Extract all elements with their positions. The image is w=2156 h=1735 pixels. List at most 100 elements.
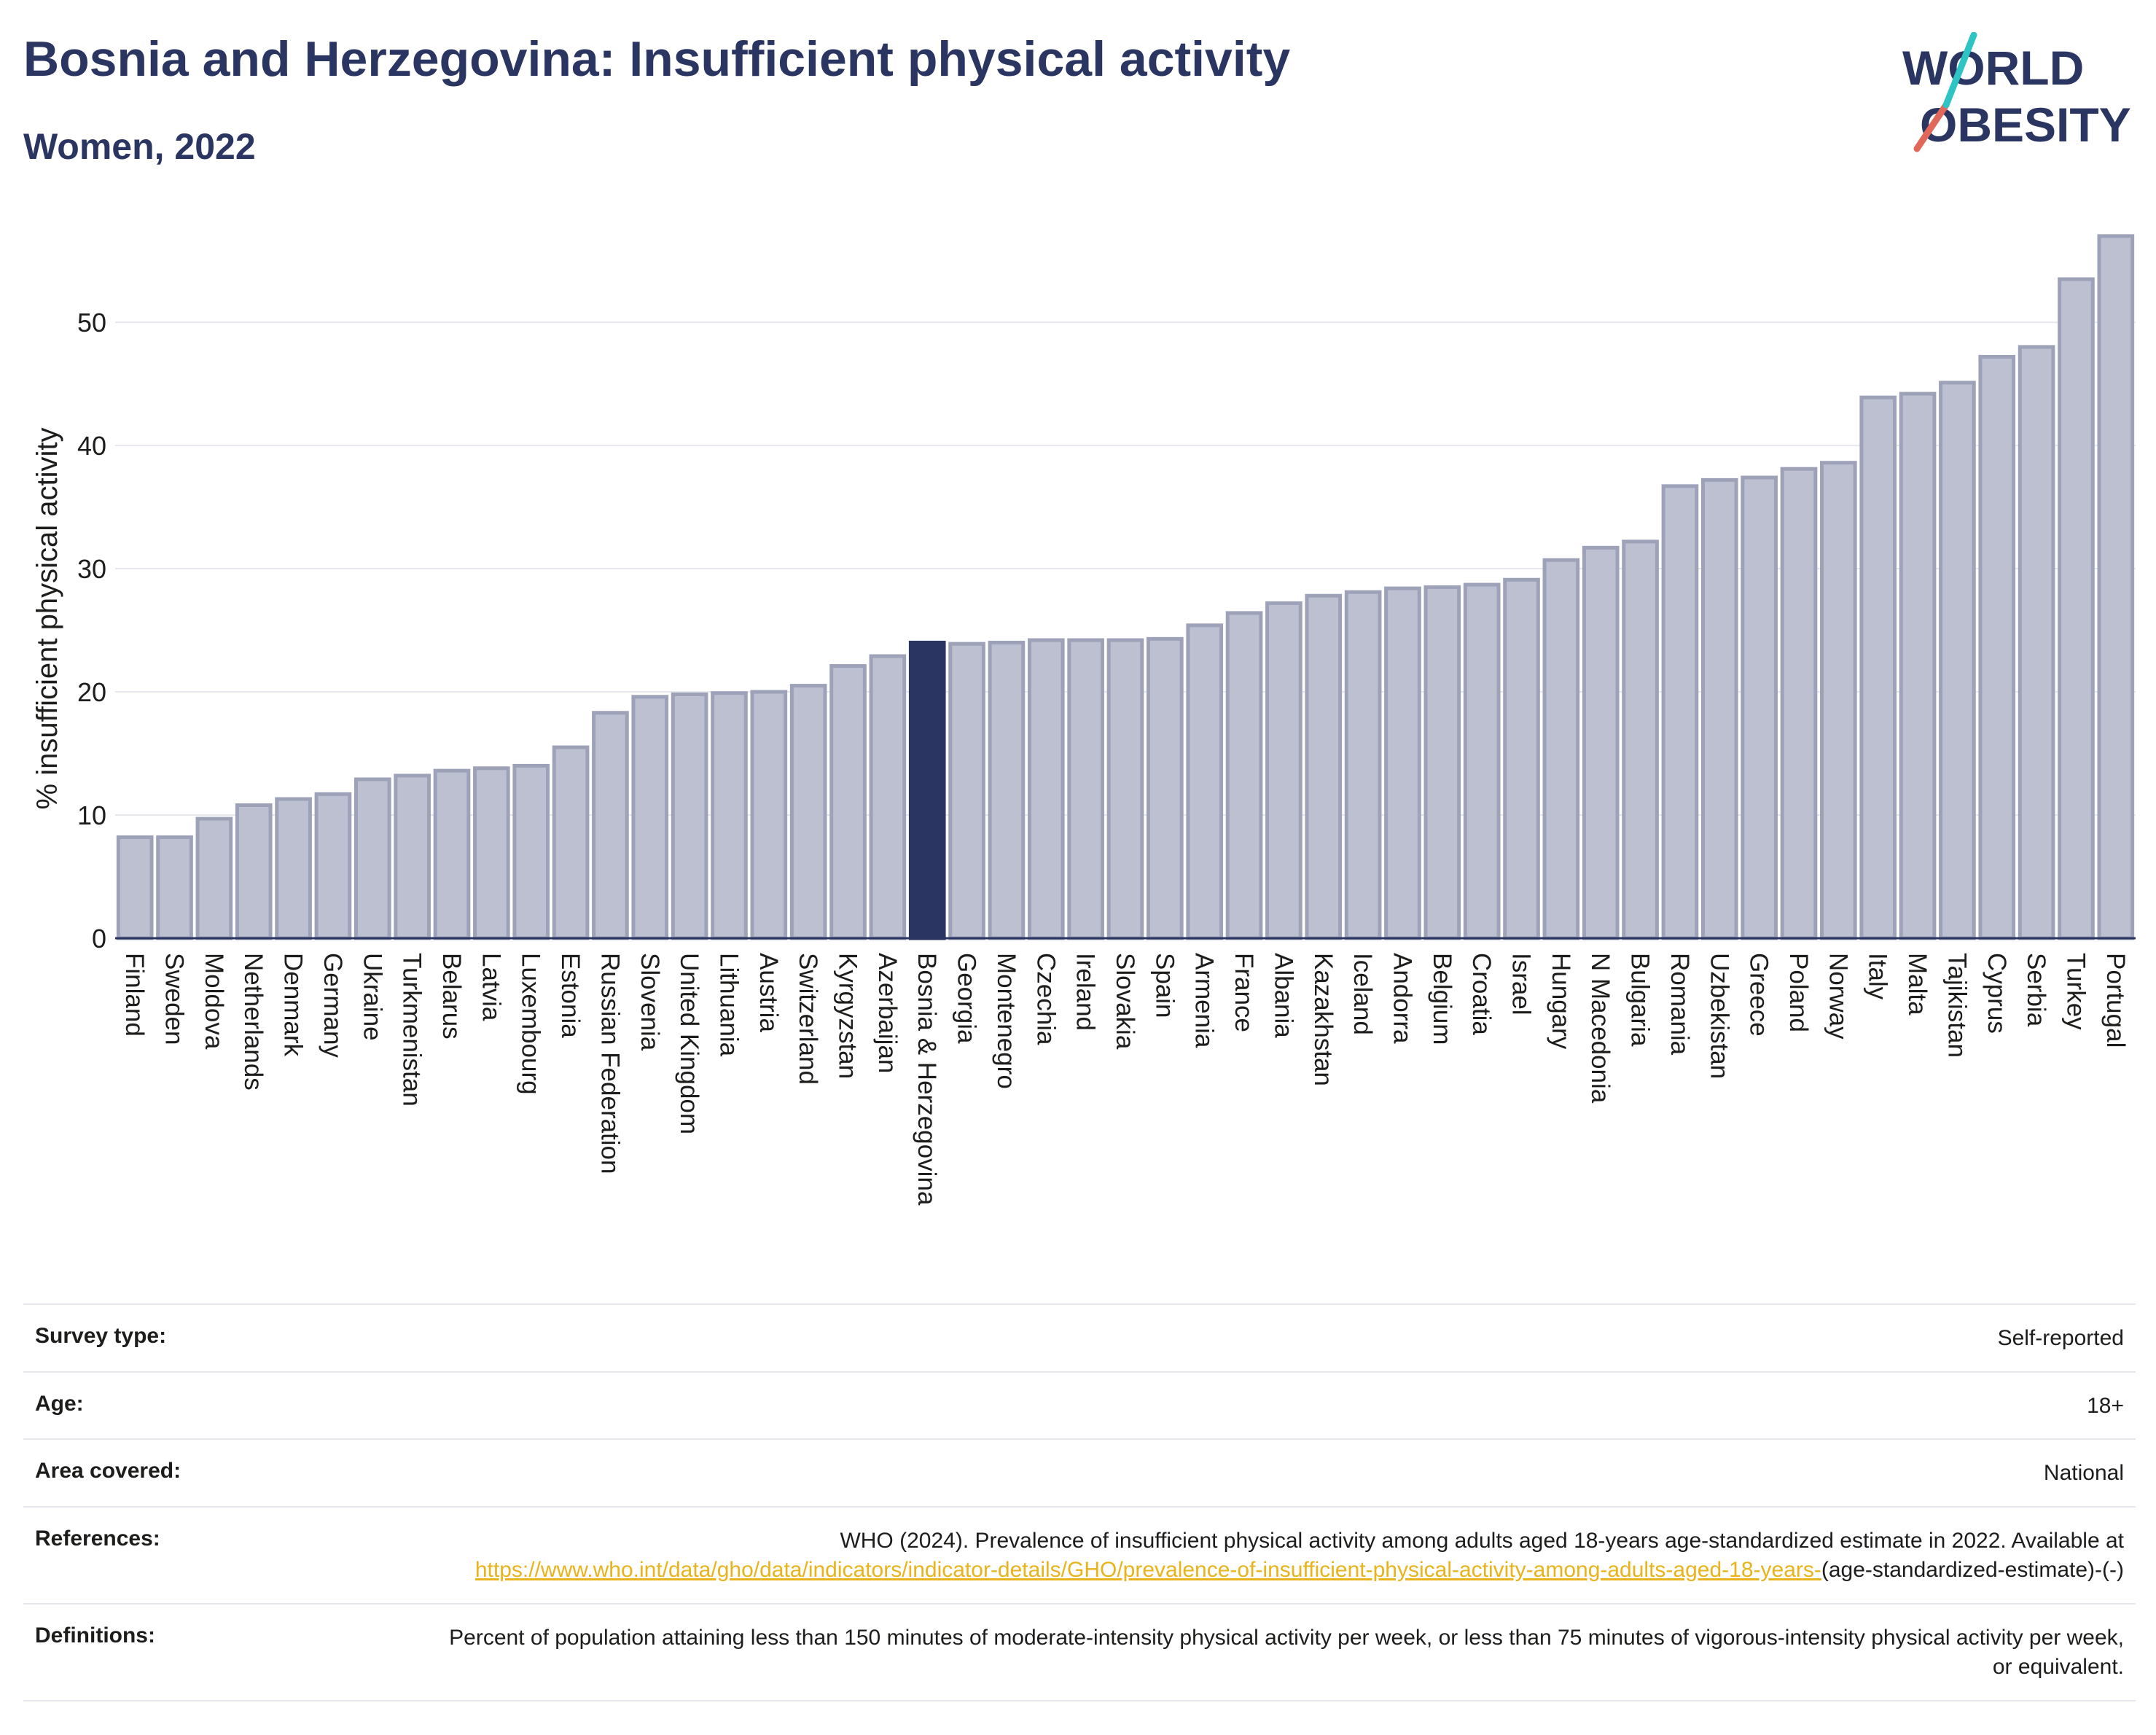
bar-luxembourg xyxy=(512,763,550,940)
page-title: Bosnia and Herzegovina: Insufficient phy… xyxy=(23,31,1291,87)
bar-croatia xyxy=(1463,582,1501,940)
x-tick-label: Estonia xyxy=(556,953,585,1038)
x-tick-label: Norway xyxy=(1824,953,1852,1040)
bar-portugal xyxy=(2097,234,2135,940)
y-tick-label: 30 xyxy=(77,554,106,584)
bar-united-kingdom xyxy=(671,692,708,940)
bar-tajikistan xyxy=(1939,381,1976,940)
x-tick-label: Lithuania xyxy=(714,953,743,1057)
x-tick-label: Bosnia & Herzegovina xyxy=(913,953,941,1206)
bar-bulgaria xyxy=(1622,539,1659,940)
bar-sweden xyxy=(156,835,193,940)
info-table: Survey type: Self-reported Age: 18+ Area… xyxy=(23,1303,2136,1701)
info-row-definitions: Definitions: Percent of population attai… xyxy=(23,1602,2136,1701)
bar-malta xyxy=(1899,391,1937,940)
y-tick-label: 50 xyxy=(77,308,106,338)
bar-spain xyxy=(1147,636,1184,940)
y-axis-ticks: 0 10 20 30 40 50 xyxy=(77,308,106,954)
age-value: 18+ xyxy=(2087,1393,2124,1418)
bar-italy xyxy=(1859,395,1897,940)
area-value: National xyxy=(2043,1461,2124,1485)
definitions-label: Definitions: xyxy=(35,1623,155,1648)
bar-switzerland xyxy=(789,684,827,940)
x-tick-label: Andorra xyxy=(1388,953,1416,1044)
x-tick-label: Kyrgyzstan xyxy=(834,953,862,1079)
bar-lithuania xyxy=(711,691,748,940)
area-label: Area covered: xyxy=(35,1459,181,1483)
bar-latvia xyxy=(473,766,510,940)
x-tick-label: France xyxy=(1230,953,1258,1032)
x-tick-label: Sweden xyxy=(160,953,189,1045)
info-row-age: Age: 18+ xyxy=(23,1371,2136,1439)
x-tick-label: Slovenia xyxy=(636,953,664,1051)
x-tick-label: Austria xyxy=(754,953,783,1032)
x-tick-label: Switzerland xyxy=(794,953,822,1085)
y-tick-label: 10 xyxy=(77,800,106,830)
info-row-survey-type: Survey type: Self-reported xyxy=(23,1303,2136,1371)
x-tick-label: Armenia xyxy=(1190,953,1219,1048)
x-tick-label: Denmark xyxy=(279,953,308,1056)
x-tick-label: Ukraine xyxy=(358,953,386,1041)
bar-andorra xyxy=(1384,586,1421,940)
x-tick-label: Finland xyxy=(120,953,149,1037)
bar-france xyxy=(1225,611,1263,940)
logo-slash-red xyxy=(1913,101,1950,152)
x-tick-label: Uzbekistan xyxy=(1705,953,1733,1079)
bar-belarus xyxy=(433,768,471,940)
y-tick-label: 20 xyxy=(77,677,106,707)
bar-ireland xyxy=(1067,638,1104,940)
bar-albania xyxy=(1265,601,1302,940)
bar-armenia xyxy=(1186,623,1224,940)
x-tick-label: Spain xyxy=(1150,953,1179,1018)
y-tick-label: 0 xyxy=(92,924,106,954)
bar-norway xyxy=(1820,461,1857,940)
bar-romania xyxy=(1661,484,1699,940)
bar-netherlands xyxy=(235,803,273,940)
bar-uzbekistan xyxy=(1700,477,1738,940)
x-tick-label: Turkey xyxy=(2061,953,2090,1030)
bar-estonia xyxy=(552,745,590,940)
page-subtitle: Women, 2022 xyxy=(23,126,256,167)
bar-greece xyxy=(1741,475,1778,940)
x-tick-label: Albania xyxy=(1269,953,1297,1038)
x-tick-label: Cyprus xyxy=(1983,953,2011,1034)
x-tick-label: Montenegro xyxy=(992,953,1020,1089)
x-tick-label: Azerbaijan xyxy=(873,953,902,1073)
x-tick-label: Luxembourg xyxy=(517,953,545,1095)
bar-kazakhstan xyxy=(1305,593,1343,940)
bar-iceland xyxy=(1344,590,1382,940)
bar-cyprus xyxy=(1978,354,2016,940)
bar-poland xyxy=(1780,467,1818,940)
bar-kyrgyzstan xyxy=(829,664,867,940)
x-tick-label: Belarus xyxy=(437,953,466,1040)
bar-hungary xyxy=(1542,558,1580,940)
references-text: WHO (2024). Prevalence of insufficient p… xyxy=(840,1528,2124,1553)
bar-denmark xyxy=(275,797,312,940)
bar-serbia xyxy=(2018,345,2055,940)
bar-montenegro xyxy=(988,640,1026,940)
bar-russian-federation xyxy=(592,711,629,940)
x-tick-label: Russian Federation xyxy=(595,953,624,1174)
bar-slovenia xyxy=(631,695,669,940)
bar-bosnia-herzegovina xyxy=(908,640,946,940)
bar-moldova xyxy=(195,816,233,940)
bar-austria xyxy=(750,690,788,940)
references-value: WHO (2024). Prevalence of insufficient p… xyxy=(448,1527,2124,1586)
x-tick-label: Tajikistan xyxy=(1942,953,1971,1058)
bar-chart: 0 10 20 30 40 50 Finland Sweden Moldova Netherla… xyxy=(31,234,2136,1206)
info-row-references: References: WHO (2024). Prevalence of in… xyxy=(23,1505,2136,1603)
x-tick-label: Malta xyxy=(1903,953,1932,1015)
x-tick-label: Netherlands xyxy=(239,953,267,1091)
chart-bars xyxy=(116,234,2135,940)
x-tick-label: Italy xyxy=(1864,953,1892,1000)
x-tick-label: Hungary xyxy=(1547,953,1575,1050)
x-tick-label: Slovakia xyxy=(1111,953,1139,1050)
bar-finland xyxy=(116,835,154,940)
logo-line2: OBESITY xyxy=(1920,98,2131,152)
x-tick-label: N Macedonia xyxy=(1586,953,1614,1104)
references-link[interactable]: https://www.who.int/data/gho/data/indica… xyxy=(474,1558,1821,1582)
x-tick-label: Ireland xyxy=(1071,953,1100,1031)
info-row-area: Area covered: National xyxy=(23,1438,2136,1506)
x-tick-label: Iceland xyxy=(1348,953,1377,1035)
bar-israel xyxy=(1503,577,1540,940)
